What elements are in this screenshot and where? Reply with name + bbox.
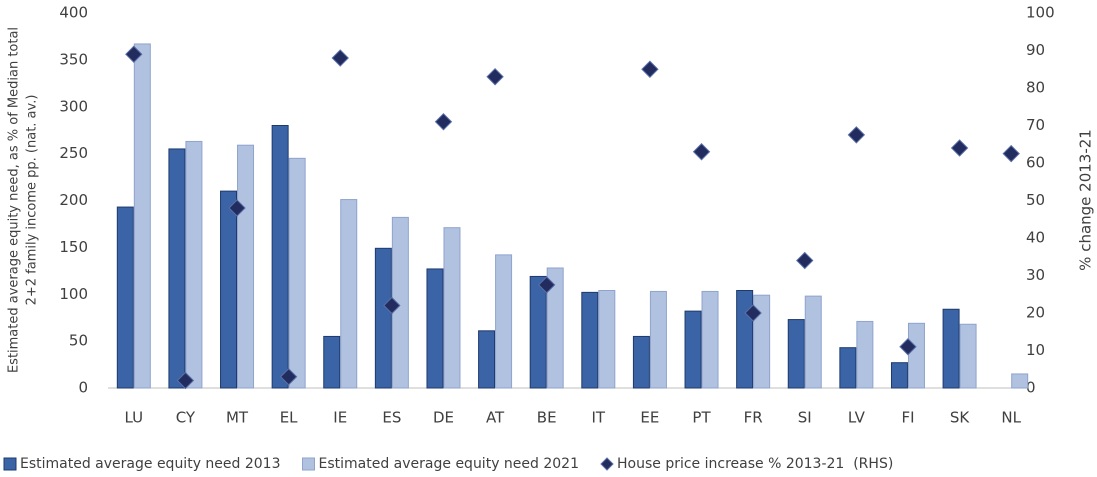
scatter-point (847, 126, 866, 144)
scatter-point (434, 113, 453, 131)
x-tick-label: FR (744, 409, 763, 427)
y-tick-label: 150 (59, 238, 88, 256)
y2-tick-label: 70 (1026, 116, 1045, 134)
y2-tick-label: 10 (1026, 341, 1045, 359)
bar (684, 310, 702, 389)
y-axis-label: 2+2 family income pp. (nat. av.) (25, 95, 40, 306)
scatter-point (125, 45, 143, 63)
y-tick-label: 200 (59, 191, 88, 209)
y2-tick-label: 60 (1026, 154, 1045, 172)
scatter-point (796, 251, 814, 270)
y-axis-label: Estimated average equity need, as % of M… (7, 27, 22, 373)
y2-tick-label: 20 (1026, 304, 1045, 322)
bar (736, 290, 754, 389)
y-tick-label: 300 (59, 97, 88, 115)
bar (529, 275, 547, 389)
x-tick-label: PT (692, 409, 711, 427)
bar (804, 295, 822, 389)
bar (133, 43, 151, 389)
bar (649, 290, 667, 389)
x-tick-label: SI (798, 409, 812, 427)
scatter-point (899, 338, 917, 356)
scatter-point (331, 49, 349, 67)
scatter-point (950, 139, 969, 157)
y2-tick-label: 80 (1026, 79, 1045, 97)
x-tick-label: FI (901, 409, 914, 427)
y2-tick-label: 40 (1026, 229, 1045, 247)
bar (546, 267, 564, 389)
bar (959, 323, 977, 389)
scatter-point (1002, 144, 1020, 163)
bar (632, 335, 650, 389)
bar (581, 291, 599, 389)
y2-axis-label: % change 2013-21 (1077, 129, 1095, 271)
bar (1011, 373, 1029, 389)
bar (443, 227, 461, 389)
bar (168, 148, 186, 389)
bar (116, 206, 134, 389)
y-tick-label: 400 (59, 4, 88, 22)
legend-label: House price increase % 2013-21 (RHS) (617, 456, 893, 472)
scatter-point (383, 296, 401, 315)
y-tick-label: 250 (59, 144, 88, 162)
bar (323, 335, 341, 389)
bar (495, 254, 513, 389)
bar (907, 322, 925, 389)
y2-tick-label: 50 (1026, 191, 1045, 209)
x-tick-label: LV (848, 409, 866, 427)
scatter-point (537, 276, 556, 294)
y2-tick-label: 30 (1026, 266, 1045, 284)
bar (890, 362, 908, 389)
bar (839, 347, 857, 389)
x-tick-label: IT (592, 409, 606, 427)
legend-marker (302, 457, 315, 471)
scatter-point (228, 199, 246, 217)
x-tick-label: BE (537, 409, 557, 427)
bar (856, 320, 874, 389)
bar (942, 308, 960, 389)
bar (598, 290, 616, 389)
bar (478, 330, 496, 389)
x-tick-label: ES (382, 409, 401, 427)
bar (701, 290, 719, 389)
bar (271, 125, 289, 389)
scatter-point (486, 68, 504, 86)
scatter-point (176, 371, 195, 390)
x-tick-label: EE (640, 409, 659, 427)
legend-label: Estimated average equity need 2013 (20, 456, 281, 472)
y-tick-label: 50 (69, 332, 88, 350)
legend-label: Estimated average equity need 2021 (319, 456, 580, 472)
x-tick-label: SK (950, 409, 971, 427)
x-tick-label: EL (280, 409, 298, 427)
bar (288, 157, 306, 389)
bar (753, 294, 771, 389)
bar (426, 268, 444, 389)
x-tick-label: CY (176, 409, 196, 427)
scatter-point (279, 368, 298, 386)
y2-tick-label: 0 (1026, 379, 1036, 397)
bar (237, 144, 255, 389)
x-tick-label: IE (333, 409, 347, 427)
bar (374, 247, 392, 389)
bar (220, 190, 238, 389)
scatter-point (744, 304, 762, 322)
y2-tick-label: 90 (1026, 41, 1045, 59)
y-tick-label: 100 (59, 285, 88, 303)
bar (787, 319, 805, 389)
y-tick-label: 350 (59, 50, 88, 68)
legend-marker (3, 457, 17, 471)
scatter-point (641, 60, 659, 78)
bar (340, 199, 358, 389)
x-tick-label: LU (125, 409, 144, 427)
x-tick-label: AT (486, 409, 505, 427)
y2-tick-label: 100 (1026, 4, 1055, 22)
y-tick-label: 0 (78, 379, 88, 397)
legend-marker (600, 457, 614, 471)
scatter-point (692, 143, 711, 161)
bar (185, 140, 203, 389)
x-tick-label: DE (433, 409, 454, 427)
x-tick-label: NL (1001, 409, 1021, 427)
x-tick-label: MT (226, 409, 249, 427)
